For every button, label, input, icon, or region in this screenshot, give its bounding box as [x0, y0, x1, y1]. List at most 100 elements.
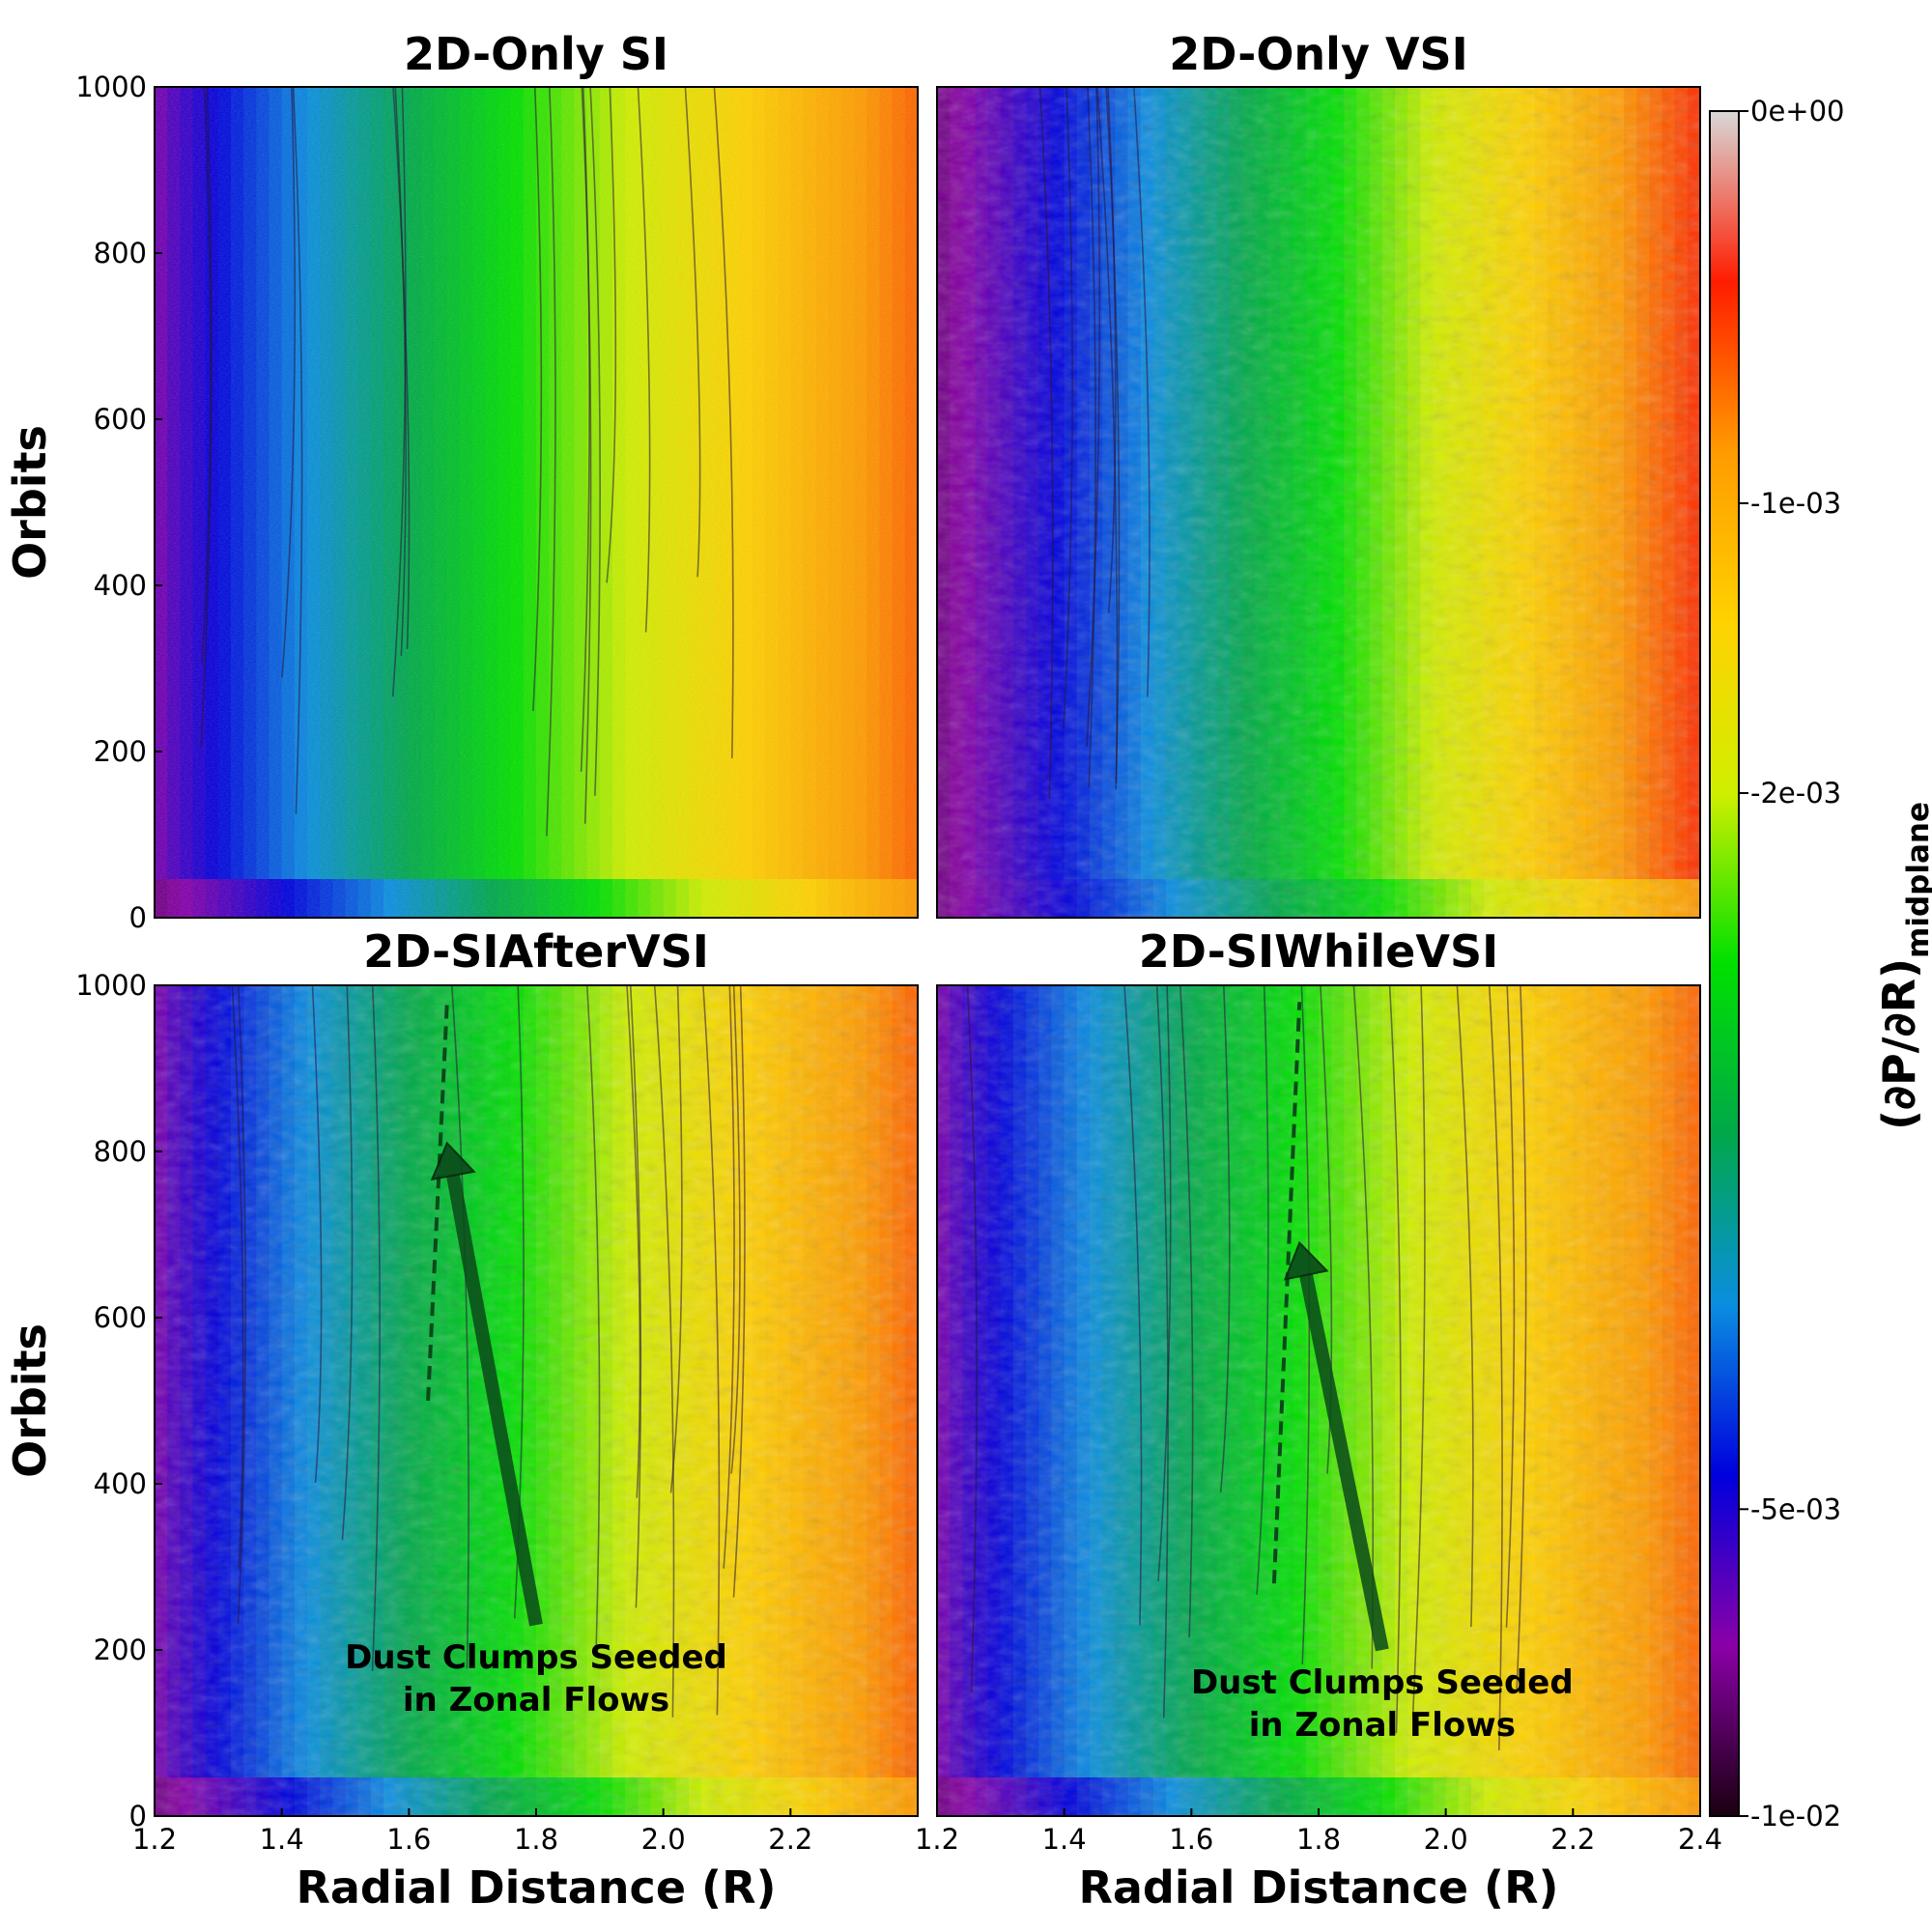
annotation-arrow-head	[430, 1141, 476, 1181]
colorbar-tick-label: -1e-02	[1750, 1800, 1841, 1833]
y-tick-label: 1000	[75, 71, 147, 103]
y-axis-label: Orbits	[4, 1323, 56, 1478]
dust-filament	[723, 984, 735, 1569]
y-tick-label: 400	[94, 1467, 147, 1500]
dust-filament	[1219, 984, 1231, 1492]
heatmap-texture	[937, 985, 1700, 1816]
plot-frame	[936, 86, 1701, 919]
y-tick-label: 600	[94, 403, 147, 436]
heatmap-siwhilevsi	[937, 984, 1701, 1816]
dust-filament	[292, 86, 303, 814]
colorbar-gradient	[1710, 111, 1739, 1816]
dust-filament	[1038, 86, 1054, 799]
dust-filament	[1352, 984, 1375, 1669]
dust-filament	[1456, 984, 1474, 1628]
x-tick-label: 1.4	[260, 1823, 304, 1856]
dust-filament	[341, 984, 354, 1541]
x-tick-label: 1.6	[386, 1823, 431, 1856]
dust-filament	[451, 984, 469, 1669]
dust-filament	[1179, 984, 1194, 1638]
annotation-arrow-shaft	[1299, 1273, 1389, 1652]
y-axis-ticks: 0 200 400 600 800 1000	[75, 969, 162, 1833]
dust-filament	[1133, 86, 1151, 697]
x-tick-label: 2.2	[1550, 1823, 1595, 1856]
dust-filament	[1320, 984, 1333, 1474]
dust-filament	[713, 86, 734, 758]
dust-filament	[532, 86, 543, 712]
dust-filament	[394, 86, 407, 656]
colorbar-label-sub: midplane	[1901, 802, 1932, 958]
x-tick-label: 1.2	[132, 1823, 177, 1856]
dust-filament	[589, 86, 601, 796]
colorbar-label-main: (∂P/∂R)	[1873, 958, 1925, 1130]
panel-2d-siwhilevsi: 2D-SIWhileVSI 1.2 1.4 1.6 1.8 2.0 2.2 2.4 Radi…	[915, 925, 1722, 1914]
x-axis-ticks: 1.2 1.4 1.6 1.8 2.0 2.2 2.4	[915, 1808, 1722, 1856]
dust-filament	[1063, 86, 1073, 729]
y-tick-label: 1000	[75, 969, 147, 1002]
dust-filament	[1155, 984, 1169, 1719]
annotation-dust-clumps: Dust Clumps Seeded in Zonal Flows	[345, 1002, 727, 1719]
annotation-line-1: Dust Clumps Seeded	[1191, 1663, 1574, 1702]
y-tick-label: 800	[94, 237, 147, 270]
dust-filament	[702, 984, 721, 1716]
dust-filament	[392, 86, 411, 650]
x-tick-label: 1.2	[915, 1823, 959, 1856]
plot-frame	[154, 86, 919, 919]
dust-filament	[653, 984, 675, 1718]
heatmap-vsi	[937, 86, 1701, 918]
dust-filament	[237, 984, 246, 1625]
y-axis-label: Orbits	[4, 425, 56, 580]
dust-filament	[606, 86, 617, 583]
dust-filament	[1505, 984, 1516, 1628]
dust-filament	[1087, 86, 1096, 788]
annotation-line-1: Dust Clumps Seeded	[345, 1638, 727, 1677]
dust-filament	[1105, 86, 1121, 790]
annotation-dashed-line	[1271, 1002, 1302, 1584]
dust-filament	[669, 984, 683, 1493]
y-tick-label: 200	[94, 1634, 147, 1666]
heatmap-si	[155, 86, 919, 918]
colorbar-label: (∂P/∂R)midplane	[1873, 802, 1932, 1130]
colorbar: 0e+00 -1e-03 -2e-03 -5e-03 -1e-02 (∂P/∂R)mid…	[1709, 95, 1932, 1833]
colorbar-tick-label: -2e-03	[1750, 777, 1841, 810]
x-axis-label: Radial Distance (R)	[296, 1861, 776, 1914]
colorbar-tick-label: -1e-03	[1750, 487, 1841, 520]
dust-filament	[1096, 86, 1119, 783]
y-tick-label: 600	[94, 1301, 147, 1334]
dust-filament	[231, 984, 244, 1569]
dust-filament	[1157, 984, 1172, 1581]
dust-filament	[391, 86, 407, 697]
dust-filament	[586, 984, 601, 1656]
colorbar-frame	[1709, 110, 1740, 1817]
dust-filament	[311, 984, 323, 1484]
x-tick-label: 1.6	[1169, 1823, 1213, 1856]
panel-2d-only-vsi: 2D-Only VSI	[936, 28, 1701, 919]
dust-filament	[281, 86, 297, 678]
dust-filament	[1256, 984, 1269, 1595]
colorbar-tick-label: -5e-03	[1750, 1492, 1841, 1525]
dust-filament	[732, 984, 746, 1598]
dust-filament	[730, 984, 741, 1474]
dust-filament	[1123, 984, 1143, 1626]
x-tick-label: 2.0	[1424, 1823, 1468, 1856]
panel-title: 2D-SIAfterVSI	[363, 925, 709, 978]
heatmap-siaftervsi	[155, 984, 919, 1816]
dust-filament	[966, 984, 978, 1692]
dust-filament	[684, 86, 701, 578]
dust-filament	[1411, 984, 1426, 1717]
x-tick-label: 2.4	[1678, 1823, 1722, 1856]
annotation-arrow-head	[1283, 1240, 1329, 1281]
annotation-dashed-line	[426, 1002, 449, 1402]
panel-2d-only-si: 2D-Only SI 0 200 400 600 800 1000 Orbits	[4, 28, 919, 934]
y-tick-label: 200	[94, 735, 147, 768]
dust-filament	[201, 86, 212, 665]
dust-filament	[1488, 984, 1503, 1751]
x-tick-label: 2.0	[641, 1823, 686, 1856]
dust-filament	[629, 984, 642, 1608]
annotation-line-2: in Zonal Flows	[1249, 1706, 1516, 1745]
annotation-dust-clumps: Dust Clumps Seeded in Zonal Flows	[1191, 1002, 1574, 1745]
dust-filament	[637, 86, 651, 633]
heatmap-texture	[937, 87, 1700, 918]
